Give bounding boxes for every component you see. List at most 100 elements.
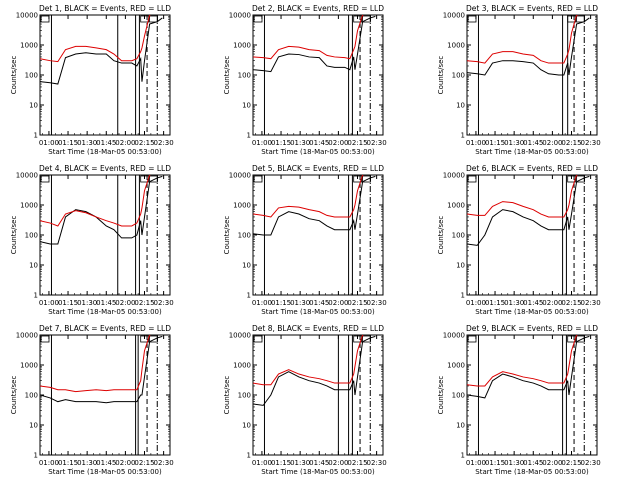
x-tick-label: 01:30 bbox=[290, 299, 310, 307]
x-tick-label: 01:45 bbox=[96, 459, 116, 467]
y-tick-label: 10 bbox=[456, 262, 465, 270]
y-tick-label: 1 bbox=[34, 132, 38, 140]
detector-panel-4: Det 4, BLACK = Events, RED = LLD 1 10 100 10… bbox=[10, 164, 174, 316]
plot-frame bbox=[466, 14, 598, 136]
x-tick-label: 02:30 bbox=[367, 459, 387, 467]
lld-series-line bbox=[253, 175, 365, 218]
detector-panel-9: Det 9, BLACK = Events, RED = LLD 1 10 100 10… bbox=[437, 324, 601, 476]
y-tick-label: 1000 bbox=[20, 42, 38, 50]
y-tick-label: 10000 bbox=[16, 12, 38, 20]
y-tick-label: 10000 bbox=[16, 332, 38, 340]
x-tick-label: 01:15 bbox=[58, 139, 78, 147]
x-tick-label: 01:15 bbox=[271, 459, 291, 467]
x-tick-label: 02:00 bbox=[328, 139, 348, 147]
x-axis-label: Start Time (18-Mar-05 00:53:00) bbox=[261, 468, 375, 476]
y-axis-label: Counts/sec bbox=[223, 56, 231, 95]
corner-box-left bbox=[467, 175, 477, 183]
x-tick-label: 02:00 bbox=[542, 299, 562, 307]
corner-box-mid bbox=[362, 15, 372, 23]
events-series-line bbox=[467, 175, 590, 246]
panel-title: Det 6, BLACK = Events, RED = LLD bbox=[466, 164, 598, 173]
corner-box-mid bbox=[149, 175, 159, 183]
y-tick-label: 1 bbox=[247, 292, 251, 300]
x-tick-label: 01:30 bbox=[290, 139, 310, 147]
y-tick-label: 10 bbox=[456, 102, 465, 110]
y-axis-label: Counts/sec bbox=[437, 216, 445, 255]
corner-box-mid bbox=[576, 15, 586, 23]
y-tick-label: 10 bbox=[29, 102, 38, 110]
plot-frame bbox=[466, 174, 598, 296]
x-tick-label: 02:15 bbox=[561, 299, 581, 307]
x-tick-label: 01:30 bbox=[77, 299, 97, 307]
y-tick-label: 1000 bbox=[447, 202, 465, 210]
x-tick-label: 02:15 bbox=[134, 139, 154, 147]
corner-box-mid bbox=[149, 335, 159, 343]
y-axis-label: Counts/sec bbox=[437, 376, 445, 415]
lld-series-line bbox=[40, 15, 152, 63]
y-tick-label: 100 bbox=[238, 232, 251, 240]
y-tick-label: 1000 bbox=[447, 42, 465, 50]
y-tick-label: 100 bbox=[25, 232, 38, 240]
events-series-line bbox=[253, 335, 376, 406]
corner-box-mid bbox=[149, 15, 159, 23]
x-tick-label: 01:15 bbox=[58, 459, 78, 467]
x-tick-label: 02:30 bbox=[154, 299, 174, 307]
y-tick-label: 10 bbox=[242, 422, 251, 430]
detector-panel-8: Det 8, BLACK = Events, RED = LLD 1 10 100 10… bbox=[223, 324, 387, 476]
y-axis-label: Counts/sec bbox=[223, 216, 231, 255]
y-tick-label: 1 bbox=[247, 132, 251, 140]
x-tick-label: 02:15 bbox=[561, 139, 581, 147]
plot-frame bbox=[252, 174, 384, 296]
x-tick-label: 01:45 bbox=[523, 299, 543, 307]
x-tick-label: 02:00 bbox=[328, 299, 348, 307]
y-tick-label: 1000 bbox=[233, 362, 251, 370]
x-tick-label: 01:30 bbox=[504, 139, 524, 147]
plot-frame bbox=[39, 174, 171, 296]
x-tick-label: 02:30 bbox=[154, 139, 174, 147]
x-tick-label: 02:15 bbox=[347, 459, 367, 467]
x-axis-label: Start Time (18-Mar-05 00:53:00) bbox=[261, 148, 375, 156]
x-tick-label: 01:45 bbox=[523, 139, 543, 147]
lld-series-line bbox=[467, 175, 579, 218]
x-tick-label: 01:45 bbox=[309, 139, 329, 147]
y-tick-label: 1 bbox=[461, 292, 465, 300]
x-axis-label: Start Time (18-Mar-05 00:53:00) bbox=[48, 148, 162, 156]
y-tick-label: 1000 bbox=[20, 362, 38, 370]
x-tick-label: 01:45 bbox=[96, 139, 116, 147]
x-tick-label: 02:30 bbox=[367, 299, 387, 307]
y-tick-label: 1000 bbox=[447, 362, 465, 370]
y-tick-label: 1 bbox=[247, 452, 251, 460]
x-axis-label: Start Time (18-Mar-05 00:53:00) bbox=[261, 308, 375, 316]
detector-panel-1: Det 1, BLACK = Events, RED = LLD 1 10 100 10… bbox=[10, 4, 174, 156]
events-series-line bbox=[40, 175, 163, 245]
detector-panel-6: Det 6, BLACK = Events, RED = LLD 1 10 100 10… bbox=[437, 164, 601, 316]
x-tick-label: 02:15 bbox=[134, 299, 154, 307]
lld-series-line bbox=[40, 175, 152, 227]
x-tick-label: 02:00 bbox=[115, 139, 135, 147]
x-tick-label: 02:15 bbox=[347, 139, 367, 147]
x-tick-label: 01:15 bbox=[271, 299, 291, 307]
corner-box-mid bbox=[362, 335, 372, 343]
detector-panel-5: Det 5, BLACK = Events, RED = LLD 1 10 100 10… bbox=[223, 164, 387, 316]
plot-frame bbox=[39, 14, 171, 136]
x-tick-label: 01:45 bbox=[523, 459, 543, 467]
y-tick-label: 10000 bbox=[229, 172, 251, 180]
x-tick-label: 01:00 bbox=[466, 299, 486, 307]
corner-box-left bbox=[467, 335, 477, 343]
x-tick-label: 02:15 bbox=[347, 299, 367, 307]
x-tick-label: 02:00 bbox=[115, 459, 135, 467]
x-tick-label: 02:15 bbox=[561, 459, 581, 467]
events-series-line bbox=[253, 175, 376, 236]
panel-title: Det 2, BLACK = Events, RED = LLD bbox=[252, 4, 384, 13]
y-tick-label: 1000 bbox=[20, 202, 38, 210]
y-tick-label: 100 bbox=[452, 392, 465, 400]
y-tick-label: 1 bbox=[461, 132, 465, 140]
x-tick-label: 01:00 bbox=[466, 139, 486, 147]
detector-panel-3: Det 3, BLACK = Events, RED = LLD 1 10 100 10… bbox=[437, 4, 601, 156]
corner-box-left bbox=[40, 175, 50, 183]
x-tick-label: 01:00 bbox=[252, 299, 272, 307]
y-tick-label: 1 bbox=[34, 292, 38, 300]
y-tick-label: 10 bbox=[29, 262, 38, 270]
x-tick-label: 01:45 bbox=[309, 299, 329, 307]
